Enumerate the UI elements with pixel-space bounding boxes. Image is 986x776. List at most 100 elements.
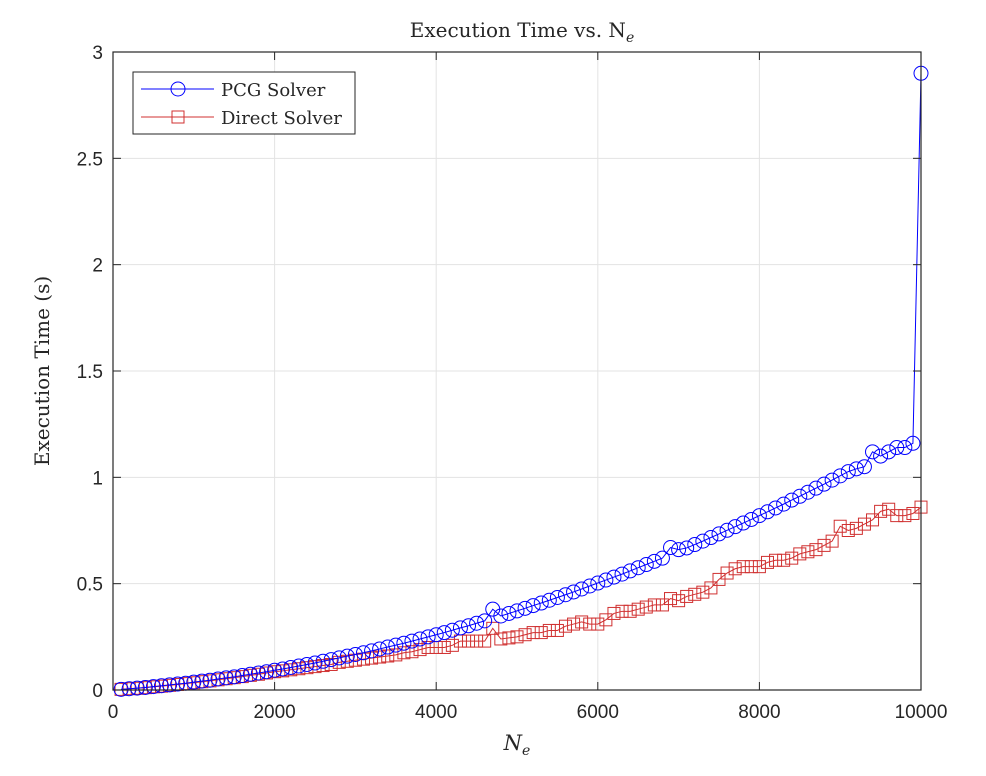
data-point-square [276,664,290,678]
data-point-circle [493,608,509,624]
y-tick-label: 1.5 [77,362,103,383]
data-point-circle [638,557,654,573]
data-point-circle [735,515,751,531]
data-point-circle [727,519,743,535]
data-point-square [373,650,387,664]
data-point-circle [283,659,299,675]
data-point-circle [145,679,161,695]
chart-title: Execution Time vs. Ne [410,18,634,46]
x-tick-label: 4000 [415,702,457,723]
ticks [112,51,922,691]
data-point-circle [533,595,549,611]
x-tick-label: 2000 [253,702,295,723]
legend-marker-pcg [170,81,186,97]
data-point-square [478,634,492,648]
data-point-circle [646,553,662,569]
data-point-circle [897,440,913,456]
data-point-square [445,638,459,652]
data-point-circle [751,508,767,524]
data-point-circle [275,661,291,677]
y-tick-label: 2 [92,256,103,277]
data-point-circle [210,671,226,687]
data-point-circle [380,639,396,655]
data-point-square [866,513,880,527]
data-point-circle [436,625,452,641]
y-tick-label: 0 [92,681,103,702]
data-point-square [769,553,783,567]
data-point-circle [517,600,533,616]
data-point-circle [202,672,218,688]
data-point-circle [194,673,210,689]
data-point-square [470,634,484,648]
data-point-square [575,615,589,629]
data-point-square [631,602,645,616]
data-point-circle [824,472,840,488]
data-point-circle [703,530,719,546]
data-point-square [857,517,871,531]
data-point-circle [840,464,856,480]
data-point-square [720,566,734,580]
data-point-square [849,521,863,535]
data-point-square [510,630,524,644]
data-point-square [502,631,516,645]
data-point-circle [469,615,485,631]
data-point-circle [121,681,137,697]
tick-labels: 0 2000 4000 6000 8000 10000 0 0.5 1 1.5 2 2.5 3 [77,43,948,723]
data-point-square [558,619,572,633]
data-point-circle [759,504,775,520]
data-point-circle [509,603,525,619]
data-point-circle [792,488,808,504]
data-point-square [688,587,702,601]
data-point-circle [218,670,234,686]
data-point-square [623,604,637,618]
data-point-square [890,509,904,523]
data-point-circle [711,526,727,542]
data-point-circle [347,646,363,662]
data-point-circle [800,484,816,500]
legend-marker-direct [171,110,185,124]
data-point-square [898,509,912,523]
data-point-square [615,604,629,618]
data-point-circle [226,669,242,685]
data-point-square [421,640,435,654]
data-point-square [284,663,298,677]
legend-label-pcg: PCG Solver [221,80,326,101]
data-point-square [389,648,403,662]
data-point-square [809,543,823,557]
data-point-circle [776,496,792,512]
data-point-circle [525,598,541,614]
data-point-square [752,560,766,574]
data-point-circle [590,575,606,591]
data-point-square [696,585,710,599]
y-tick-label: 0.5 [77,575,103,596]
data-point-square [801,545,815,559]
data-point-square [534,626,548,640]
data-point-circle [856,459,872,475]
data-point-circle [299,656,315,672]
data-point-circle [339,648,355,664]
data-point-circle [865,444,881,460]
data-point-circle [372,641,388,657]
data-point-square [607,606,621,620]
data-point-square [841,524,855,537]
data-point-circle [808,480,824,496]
y-tick-label: 1 [92,468,103,489]
data-point-square [542,623,556,637]
data-point-circle [307,655,323,671]
x-tick-label: 8000 [738,702,780,723]
data-point-circle [404,633,420,649]
data-point-square [777,553,791,567]
data-point-circle [881,444,897,460]
data-point-circle [719,522,735,538]
legend: PCG Solver Direct Solver [132,71,356,135]
data-point-square [785,551,799,565]
data-point-circle [162,677,178,693]
x-tick-label: 10000 [895,702,948,723]
data-point-circle [557,587,573,603]
data-point-circle [574,581,590,597]
data-point-circle [267,662,283,678]
data-point-circle [291,658,307,674]
data-point-circle [768,500,784,516]
data-point-circle [622,563,638,579]
